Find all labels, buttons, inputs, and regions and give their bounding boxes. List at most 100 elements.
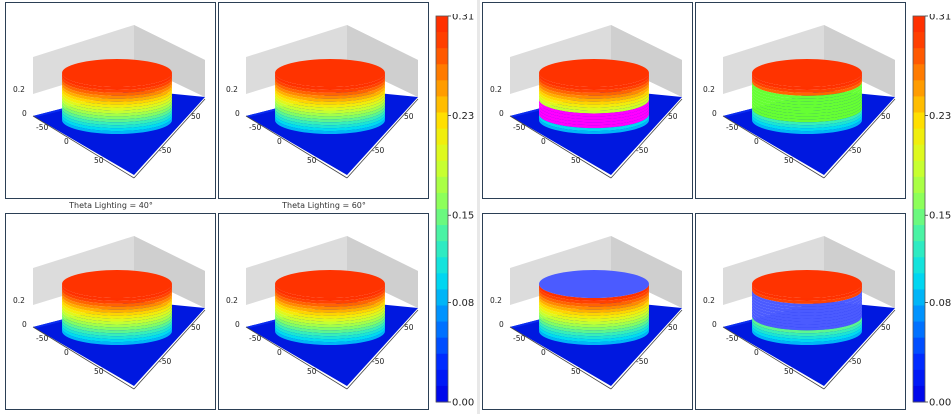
cylinder-side-band (62, 328, 172, 345)
surface-panel-right-1: 0.2 0 -50 0 50 50 -50 (482, 2, 693, 199)
z-tick-label: 0.2 (226, 296, 238, 305)
cylinder-side-band (275, 99, 385, 117)
cylinder-side-band (62, 307, 172, 325)
cylinder-side-band (539, 307, 649, 325)
colorbar-step (913, 96, 925, 113)
cylinder-side-band (275, 75, 385, 93)
surface-panel-left-1: 0.2 0 -50 0 50 50 -50 (5, 2, 216, 199)
colorbar-step (913, 289, 925, 306)
cylinder-side-band (752, 108, 862, 126)
y-tick-label: -50 (372, 146, 384, 155)
surface-plot-L4: 0.2 0 -50 0 50 50 -50 (226, 236, 419, 390)
colorbar-step (913, 144, 925, 162)
cylinder-side-band (275, 284, 385, 301)
x-axis-line (722, 115, 825, 179)
cylinder-side-band (275, 117, 385, 134)
colorbar-step (913, 209, 925, 226)
cylinder-side-band (62, 111, 172, 129)
colorbar-step (436, 160, 448, 178)
y-tick-label: 50 (404, 323, 414, 332)
colorbar-step (436, 64, 448, 81)
x-tick-label: -50 (249, 123, 261, 132)
cylinder-side-band (752, 328, 862, 345)
x-tick-label: 50 (307, 156, 317, 165)
cylinder-side-band (539, 105, 649, 123)
z-tick-label: 0.2 (226, 85, 238, 94)
colorbar-step (913, 273, 925, 290)
cylinder-side-band (539, 111, 649, 129)
colorbar-tick-label: 0.08 (929, 298, 951, 309)
cylinder-side-band (539, 325, 649, 343)
cylinder-side-band (275, 90, 385, 108)
cylinder-side-band (62, 114, 172, 132)
cylinder-side-band (752, 102, 862, 120)
colorbar-tick-label: 0.31 (929, 14, 951, 23)
colorbar-step (436, 353, 448, 371)
cylinder-top (275, 59, 385, 87)
cylinder-side-band (275, 307, 385, 325)
colorbar-step (913, 305, 925, 323)
y-tick-label: -50 (159, 357, 171, 366)
cylinder-side-band (275, 295, 385, 313)
side-wall (611, 236, 682, 308)
cylinder-side-band (752, 295, 862, 313)
x-tick-label: 50 (307, 367, 317, 376)
cylinder-side-band (275, 114, 385, 132)
z-tick-label: 0.2 (703, 85, 715, 94)
cylinder-side-band (539, 298, 649, 316)
colorbar-step (436, 225, 448, 242)
cylinder-side-band (752, 289, 862, 307)
cylinder-side-band (539, 93, 649, 111)
surface-plot-L2: 0.2 0 -50 0 50 50 -50 (226, 25, 419, 179)
cylinder-side-band (539, 117, 649, 134)
cylinder-side-band (62, 105, 172, 123)
x-axis-line (245, 326, 348, 390)
colorbar-step (913, 369, 925, 387)
cylinder-side-band (539, 99, 649, 117)
cylinder-side-band (539, 295, 649, 313)
x-tick-label: 0 (64, 348, 69, 357)
cylinder-side-band (62, 99, 172, 117)
cylinder-top (62, 59, 172, 87)
cylinder-side-band (275, 102, 385, 120)
cylinder-side-band (752, 111, 862, 129)
colorbar-step (913, 337, 925, 355)
y-axis-line (346, 309, 419, 390)
colorbar-step (436, 337, 448, 355)
cylinder-side-band (539, 81, 649, 99)
colorbar-step (913, 241, 925, 258)
cylinder-side-band (62, 322, 172, 340)
colorbar-step (436, 273, 448, 290)
x-tick-label: 50 (94, 367, 104, 376)
x-tick-label: -50 (36, 334, 48, 343)
z-tick-label: 0 (712, 109, 717, 118)
y-tick-label: -50 (849, 357, 861, 366)
cylinder-side-band (752, 304, 862, 322)
cylinder-side-band (275, 310, 385, 328)
cylinder-side-band (275, 111, 385, 129)
cylinder-side-band (752, 286, 862, 304)
y-tick-label: 50 (881, 112, 891, 121)
colorbar-step (913, 353, 925, 371)
z-tick-label: 0 (712, 320, 717, 329)
surface-plot-R3: 0.2 0 -50 0 50 50 -50 (490, 236, 683, 390)
x-axis-line (509, 115, 612, 179)
cylinder-side-band (539, 114, 649, 132)
side-wall (134, 236, 205, 308)
z-tick-label: 0.2 (13, 85, 25, 94)
cylinder-side-band (62, 310, 172, 328)
side-wall (611, 25, 682, 97)
colorbar-step (436, 321, 448, 339)
x-tick-label: 50 (571, 156, 581, 165)
colorbar-step (436, 144, 448, 162)
cylinder-side-band (539, 90, 649, 108)
x-tick-label: -50 (513, 123, 525, 132)
z-tick-label: 0.2 (490, 296, 502, 305)
cylinder-side-band (752, 75, 862, 93)
cylinder-side-band (275, 286, 385, 304)
x-tick-label: 0 (541, 137, 546, 146)
surface-panel-left-2: 0.2 0 -50 0 50 50 -50 (218, 2, 429, 199)
side-wall (347, 25, 418, 97)
cylinder-side-band (275, 322, 385, 340)
colorbar-step (436, 32, 448, 49)
